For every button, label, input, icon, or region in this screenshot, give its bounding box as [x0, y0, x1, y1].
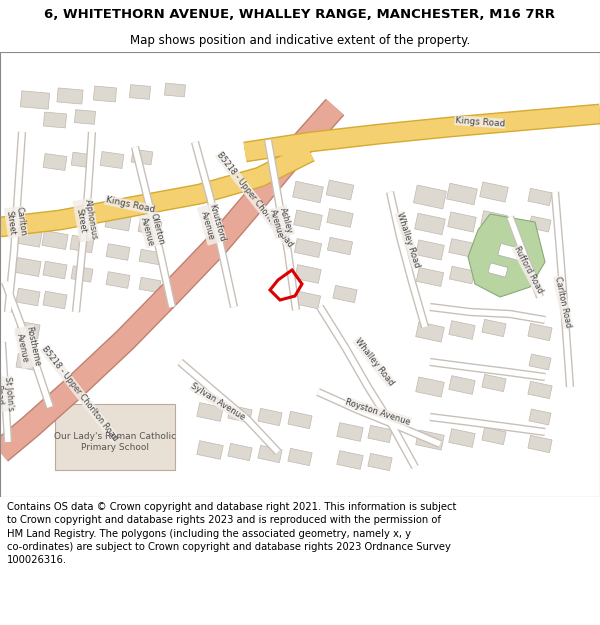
Polygon shape	[131, 149, 153, 165]
Polygon shape	[529, 409, 551, 425]
Polygon shape	[130, 84, 151, 99]
Polygon shape	[100, 151, 124, 169]
Polygon shape	[288, 448, 312, 466]
Polygon shape	[55, 404, 175, 470]
Polygon shape	[94, 86, 116, 102]
Polygon shape	[482, 319, 506, 337]
Polygon shape	[368, 453, 392, 471]
Polygon shape	[529, 354, 551, 370]
Polygon shape	[293, 181, 323, 203]
Polygon shape	[258, 446, 282, 462]
Polygon shape	[327, 209, 353, 227]
Polygon shape	[416, 268, 443, 286]
Polygon shape	[416, 322, 444, 342]
Polygon shape	[413, 185, 446, 209]
Polygon shape	[164, 83, 185, 97]
Polygon shape	[528, 436, 552, 452]
Polygon shape	[139, 278, 161, 292]
Polygon shape	[106, 244, 130, 260]
Polygon shape	[20, 91, 50, 109]
Polygon shape	[288, 411, 312, 429]
Polygon shape	[528, 323, 552, 341]
Polygon shape	[15, 258, 41, 276]
Polygon shape	[74, 109, 95, 124]
Polygon shape	[529, 216, 551, 232]
Polygon shape	[488, 263, 508, 277]
Polygon shape	[528, 188, 552, 206]
Text: Royston Avenue: Royston Avenue	[344, 398, 412, 427]
Text: Contains OS data © Crown copyright and database right 2021. This information is : Contains OS data © Crown copyright and d…	[7, 502, 457, 565]
Polygon shape	[294, 210, 322, 230]
Polygon shape	[228, 406, 252, 422]
Text: St John's
Road: St John's Road	[0, 376, 15, 412]
Polygon shape	[197, 402, 223, 421]
Polygon shape	[106, 272, 130, 288]
Polygon shape	[57, 88, 83, 104]
Polygon shape	[16, 321, 40, 339]
Text: Carlton
Street: Carlton Street	[4, 206, 28, 238]
Polygon shape	[43, 154, 67, 171]
Polygon shape	[449, 376, 475, 394]
Text: B5218 - Upper Chorlton Road: B5218 - Upper Chorlton Road	[215, 151, 295, 249]
Polygon shape	[197, 441, 223, 459]
Polygon shape	[446, 183, 478, 205]
Polygon shape	[368, 426, 392, 442]
Polygon shape	[139, 249, 161, 264]
Polygon shape	[449, 266, 475, 284]
Polygon shape	[258, 408, 282, 426]
Text: Whalley Road: Whalley Road	[353, 337, 395, 388]
Polygon shape	[333, 286, 357, 302]
Polygon shape	[482, 374, 506, 392]
Polygon shape	[70, 235, 94, 252]
Polygon shape	[468, 214, 545, 297]
Polygon shape	[337, 451, 363, 469]
Polygon shape	[14, 227, 42, 247]
Polygon shape	[42, 231, 68, 249]
Polygon shape	[16, 288, 40, 306]
Text: 6, WHITETHORN AVENUE, WHALLEY RANGE, MANCHESTER, M16 7RR: 6, WHITETHORN AVENUE, WHALLEY RANGE, MAN…	[44, 8, 556, 21]
Polygon shape	[416, 240, 444, 260]
Text: Whalley Road: Whalley Road	[395, 211, 421, 269]
Text: Carlton Road: Carlton Road	[553, 276, 573, 328]
Polygon shape	[295, 239, 322, 258]
Text: Our Lady's Roman Catholic
Primary School: Our Lady's Roman Catholic Primary School	[54, 432, 176, 452]
Polygon shape	[480, 182, 508, 202]
Text: Sylvan Avenue: Sylvan Avenue	[189, 382, 247, 423]
Polygon shape	[71, 152, 93, 168]
Polygon shape	[43, 112, 67, 128]
Polygon shape	[295, 291, 320, 309]
Polygon shape	[449, 239, 475, 258]
Text: Knutsford
Avenue: Knutsford Avenue	[197, 202, 227, 245]
Text: Ollerton
Avenue: Ollerton Avenue	[139, 212, 166, 248]
Text: Rostherne
Avenue: Rostherne Avenue	[14, 325, 42, 369]
Polygon shape	[449, 429, 475, 448]
Polygon shape	[328, 238, 353, 255]
Polygon shape	[528, 381, 552, 399]
Polygon shape	[416, 377, 444, 397]
Polygon shape	[415, 213, 445, 235]
Polygon shape	[295, 264, 321, 283]
Polygon shape	[228, 443, 252, 461]
Text: Kings Road: Kings Road	[455, 116, 505, 128]
Polygon shape	[138, 219, 162, 235]
Polygon shape	[43, 291, 67, 309]
Polygon shape	[43, 261, 67, 279]
Text: Map shows position and indicative extent of the property.: Map shows position and indicative extent…	[130, 34, 470, 47]
Polygon shape	[326, 180, 354, 200]
Polygon shape	[416, 430, 444, 450]
Polygon shape	[337, 422, 363, 441]
Polygon shape	[449, 321, 475, 339]
Polygon shape	[105, 213, 131, 231]
Polygon shape	[448, 212, 476, 232]
Text: Alphonsus
Street: Alphonsus Street	[73, 198, 99, 242]
Polygon shape	[16, 353, 40, 371]
Text: Ashley
Avenue: Ashley Avenue	[268, 205, 295, 239]
Text: B5218 - Upper Chorlton Road: B5218 - Upper Chorlton Road	[40, 345, 120, 443]
Polygon shape	[481, 211, 507, 229]
Polygon shape	[71, 266, 93, 282]
Text: Kings Road: Kings Road	[104, 196, 155, 214]
Polygon shape	[482, 428, 506, 444]
Polygon shape	[498, 243, 522, 261]
Text: Rufford Road: Rufford Road	[512, 245, 544, 295]
